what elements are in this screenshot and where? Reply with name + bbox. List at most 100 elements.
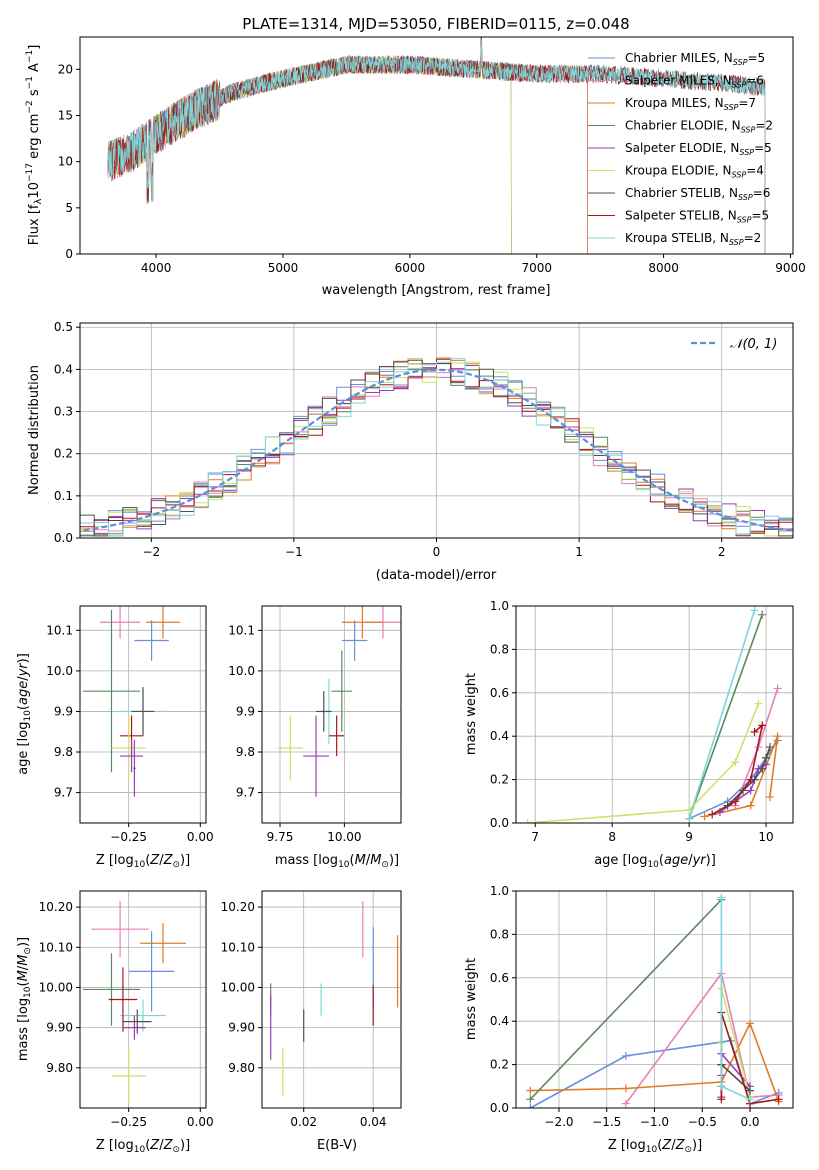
mass-age-xtick-label: 9.75 — [267, 830, 294, 844]
legend-label: Salpeter ELODIE, NSSP=5 — [625, 141, 772, 157]
residuals-xtick-label: −2 — [142, 545, 160, 559]
residual-histogram — [80, 358, 793, 537]
spectrum-ytick-label: 5 — [65, 201, 73, 215]
age-weights-weight-line — [527, 703, 760, 823]
spectrum-ytick-label: 10 — [58, 155, 73, 169]
z-weights-weight-marker — [717, 893, 726, 902]
z-mass-ylabel: mass [log10(M/M⊙)] — [16, 937, 33, 1061]
ebv-mass-ytick-label: 9.80 — [228, 1061, 255, 1075]
z-weights-xtick-label: 0.0 — [740, 1115, 759, 1129]
z-age-ytick-label: 9.8 — [54, 745, 73, 759]
age-weights-weight-marker — [746, 801, 755, 810]
mass-age-xlabel: mass [log10(M/M⊙)] — [275, 853, 399, 870]
spectrum-panel: PLATE=1314, MJD=53050, FIBERID=0115, z=0… — [25, 15, 806, 298]
spectrum-frame — [79, 36, 794, 255]
spectrum-xtick-label: 9000 — [775, 261, 806, 275]
spectrum-ytick-label: 20 — [58, 62, 73, 76]
spectrum-ylabel: Flux [fλ10−17 erg cm−2 s−1 A−1] — [25, 45, 44, 246]
spectrum-xlabel: wavelength [Angstrom, rest frame] — [322, 283, 551, 298]
age-weights-weight-marker — [758, 721, 767, 730]
age-weights-weight-marker — [758, 764, 767, 773]
residuals-xtick-label: 2 — [718, 545, 726, 559]
age-weights-ytick-label: 0.6 — [490, 686, 509, 700]
age-weights-weight-marker — [750, 727, 759, 736]
ebv-mass-xlabel: E(B-V) — [317, 1138, 357, 1153]
z-weights-ytick-label: 0.4 — [490, 1014, 509, 1028]
residuals-panel: −2 −1 0 1 2 0.0 0.1 0.2 0.3 0.4 0.5 (data-model)/e… — [27, 320, 794, 583]
z-weights-panel: −2.0 −1.5 −1.0 −0.5 0.0 0.0 0.2 0.4 0.6 0.8 1.0 Z … — [464, 884, 794, 1155]
legend-label: Chabrier MILES, NSSP=5 — [625, 51, 765, 67]
residuals-frame — [79, 322, 794, 539]
z-weights-xtick-label: −0.5 — [688, 1115, 717, 1129]
z-mass-ytick-label: 9.80 — [46, 1061, 73, 1075]
z-age-xtick-label: 0.00 — [187, 830, 214, 844]
z-weights-weight-marker — [746, 1095, 755, 1104]
z-age-ytick-label: 9.7 — [54, 786, 73, 800]
age-weights-ytick-label: 0.0 — [490, 816, 509, 830]
age-weights-ytick-label: 0.8 — [490, 642, 509, 656]
residuals-xtick-label: 1 — [575, 545, 583, 559]
residuals-xtick-label: 0 — [433, 545, 441, 559]
spectrum-xtick-label: 8000 — [648, 261, 679, 275]
age-weights-weight-marker — [750, 606, 759, 615]
age-weights-ytick-label: 0.4 — [490, 729, 509, 743]
z-weights-weight-marker — [746, 1086, 755, 1095]
z-weights-ytick-label: 1.0 — [490, 884, 509, 898]
residuals-ytick-label: 0.1 — [54, 489, 73, 503]
ebv-mass-ytick-label: 10.20 — [221, 900, 255, 914]
age-weights-xtick-label: 9 — [685, 830, 693, 844]
age-weights-weight-marker — [746, 775, 755, 784]
z-mass-ytick-label: 10.20 — [39, 900, 73, 914]
z-weights-xtick-label: −2.0 — [544, 1115, 573, 1129]
z-mass-ytick-label: 9.90 — [46, 1021, 73, 1035]
residuals-ytick-label: 0.2 — [54, 447, 73, 461]
age-weights-weight-marker — [523, 819, 532, 823]
mass-age-ytick-label: 10.0 — [228, 664, 255, 678]
ebv-mass-ytick-label: 10.00 — [221, 980, 255, 994]
z-weights-weight-marker — [717, 1095, 726, 1104]
z-weights-weight-marker — [774, 1095, 783, 1104]
z-weights-weight-marker — [621, 1099, 630, 1108]
residuals-xtick-label: −1 — [285, 545, 303, 559]
legend-label: Salpeter MILES, NSSP=6 — [625, 74, 764, 90]
age-weights-weight-line — [688, 614, 763, 819]
spectrum-ytick-label: 0 — [65, 247, 73, 261]
z-weights-ytick-label: 0.0 — [490, 1101, 509, 1115]
legend-label: Kroupa MILES, NSSP=7 — [625, 96, 756, 112]
z-mass-ytick-label: 10.10 — [39, 940, 73, 954]
z-weights-weight-marker — [717, 1082, 726, 1091]
z-weights-frame — [515, 890, 794, 1109]
mass-age-ytick-label: 9.7 — [236, 786, 255, 800]
z-mass-xtick-label: 0.00 — [187, 1115, 214, 1129]
residuals-ytick-label: 0.5 — [54, 320, 73, 334]
z-age-panel: −0.25 0.00 9.7 9.8 9.9 10.0 10.1 Z [log10(Z/Z⊙… — [16, 605, 214, 870]
z-mass-ytick-label: 10.00 — [39, 980, 73, 994]
z-weights-ytick-label: 0.2 — [490, 1058, 509, 1072]
age-weights-weight-marker — [773, 732, 782, 741]
z-weights-weight-marker — [621, 1051, 630, 1060]
z-weights-weight-line — [720, 988, 751, 1098]
z-age-frame — [79, 605, 207, 824]
mass-age-ytick-label: 9.9 — [236, 704, 255, 718]
age-weights-weight-line — [688, 610, 756, 819]
z-weights-ylabel: mass weight — [464, 958, 479, 1040]
z-weights-xtick-label: −1.0 — [640, 1115, 669, 1129]
age-weights-weight-marker — [762, 753, 771, 762]
z-weights-weight-line — [529, 899, 722, 1100]
z-age-xtick-label: −0.25 — [110, 830, 147, 844]
z-weights-weight-marker — [526, 1104, 535, 1108]
spectrum-line — [107, 39, 766, 254]
legend-label: Kroupa STELIB, NSSP=2 — [625, 231, 761, 247]
age-weights-xtick-label: 10 — [758, 830, 773, 844]
z-age-xlabel: Z [log10(Z/Z⊙)] — [96, 853, 190, 870]
age-weights-weight-marker — [731, 758, 740, 767]
mass-age-panel: 9.75 10.00 9.7 9.8 9.9 10.0 10.1 mass [log10(M… — [228, 605, 402, 870]
spectrum-legend: Chabrier MILES, NSSP=5 Salpeter MILES, NS… — [588, 51, 773, 247]
z-mass-xlabel: Z [log10(Z/Z⊙)] — [96, 1138, 190, 1155]
age-weights-ylabel: mass weight — [464, 673, 479, 755]
ebv-mass-xtick-label: 0.02 — [290, 1115, 317, 1129]
ebv-mass-ytick-label: 10.10 — [221, 940, 255, 954]
age-weights-ytick-label: 1.0 — [490, 599, 509, 613]
spectrum-xtick-label: 6000 — [395, 261, 426, 275]
